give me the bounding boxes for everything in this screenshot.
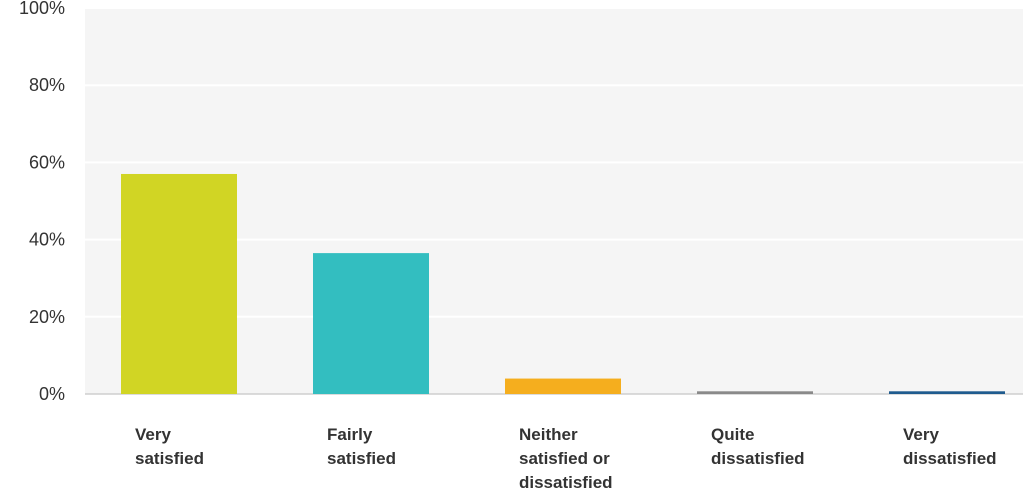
x-category-label: Neither satisfied or dissatisfied xyxy=(519,425,613,492)
y-axis-tick-labels: 0% 20% 40% 60% 80% 100% xyxy=(19,0,65,404)
y-tick-label: 100% xyxy=(19,0,65,18)
bar xyxy=(505,378,621,394)
y-tick-label: 40% xyxy=(29,230,65,250)
y-tick-label: 0% xyxy=(39,384,65,404)
y-tick-label: 20% xyxy=(29,307,65,327)
bar xyxy=(313,253,429,394)
gridlines xyxy=(85,7,1023,318)
y-tick-label: 60% xyxy=(29,152,65,172)
bar xyxy=(121,173,237,394)
x-category-label: Fairly satisfied xyxy=(327,425,396,468)
x-axis-category-labels: Very satisfied Fairly satisfied Neither satis… xyxy=(135,425,997,492)
x-category-label: Quite dissatisfied xyxy=(711,425,805,468)
x-category-label: Very satisfied xyxy=(135,425,204,468)
y-tick-label: 80% xyxy=(29,75,65,95)
bars xyxy=(121,173,1005,394)
bar xyxy=(697,391,813,394)
bar xyxy=(889,391,1005,394)
x-category-label: Very dissatisfied xyxy=(903,425,997,468)
plot-area xyxy=(85,8,1023,394)
